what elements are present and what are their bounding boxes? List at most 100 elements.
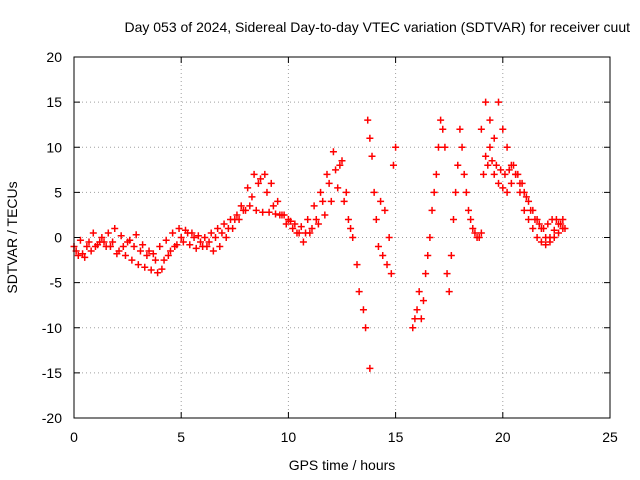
data-point xyxy=(366,364,374,372)
data-point xyxy=(503,188,511,196)
data-point xyxy=(540,224,548,232)
data-point xyxy=(147,266,155,274)
data-point xyxy=(443,270,451,278)
data-point xyxy=(490,170,498,178)
data-point xyxy=(486,143,494,151)
data-point xyxy=(522,193,530,201)
data-point xyxy=(134,261,142,269)
data-point xyxy=(132,231,140,239)
data-point xyxy=(179,238,187,246)
x-tick-label: 25 xyxy=(602,429,618,445)
data-point xyxy=(492,161,500,169)
data-point xyxy=(529,224,537,232)
data-point xyxy=(136,247,144,255)
data-point xyxy=(81,253,89,261)
data-point xyxy=(430,188,438,196)
data-point xyxy=(445,288,453,296)
data-point xyxy=(74,252,82,260)
data-point xyxy=(368,152,376,160)
data-point xyxy=(510,161,518,169)
data-point xyxy=(250,170,258,178)
data-point xyxy=(220,220,228,228)
data-point xyxy=(184,229,192,237)
data-point xyxy=(94,241,102,249)
data-point xyxy=(409,324,417,332)
data-point xyxy=(117,232,125,240)
data-point xyxy=(488,157,496,165)
data-point xyxy=(518,179,526,187)
data-point xyxy=(349,234,357,241)
data-point xyxy=(227,215,235,223)
data-point xyxy=(447,252,455,260)
data-point xyxy=(422,270,430,278)
data-point xyxy=(342,188,350,196)
data-point xyxy=(109,238,117,246)
data-point xyxy=(467,215,475,223)
data-point xyxy=(432,170,440,178)
data-point xyxy=(417,315,425,323)
data-point xyxy=(177,234,185,241)
grid-layer xyxy=(74,57,610,418)
x-axis-title: GPS time / hours xyxy=(289,457,396,473)
data-point xyxy=(111,224,119,232)
data-point xyxy=(89,229,97,237)
x-tick-label: 5 xyxy=(177,429,185,445)
data-point xyxy=(374,243,382,251)
data-point xyxy=(499,125,507,133)
data-point xyxy=(370,188,378,196)
data-point xyxy=(531,215,539,223)
data-point xyxy=(160,256,168,264)
data-point xyxy=(321,211,329,219)
data-point xyxy=(501,170,509,178)
data-point xyxy=(516,188,524,196)
data-point xyxy=(143,252,151,260)
data-point xyxy=(175,224,183,232)
data-point xyxy=(216,243,224,251)
data-point xyxy=(310,202,318,210)
data-point xyxy=(207,229,215,237)
data-point xyxy=(201,234,209,241)
data-point xyxy=(434,143,442,151)
data-point xyxy=(106,243,114,251)
data-point xyxy=(372,215,380,223)
data-point xyxy=(289,224,297,232)
data-point xyxy=(505,166,513,174)
data-point xyxy=(252,206,260,214)
data-point xyxy=(126,236,134,244)
data-point xyxy=(196,238,204,246)
data-point xyxy=(542,241,550,249)
data-point xyxy=(477,125,485,133)
data-point xyxy=(555,220,563,228)
data-point xyxy=(353,261,361,269)
data-point xyxy=(166,247,174,255)
data-point xyxy=(248,193,256,201)
data-point xyxy=(413,306,421,314)
data-point xyxy=(139,241,147,249)
data-point xyxy=(486,116,494,124)
data-point xyxy=(212,234,220,241)
data-point xyxy=(246,202,254,210)
data-point xyxy=(462,188,470,196)
data-point xyxy=(121,252,129,260)
data-point xyxy=(484,161,492,169)
data-point xyxy=(344,215,352,223)
data-point xyxy=(263,188,271,196)
data-point xyxy=(527,206,535,214)
data-point xyxy=(366,134,374,142)
data-point xyxy=(254,179,262,187)
data-point xyxy=(186,241,194,249)
data-point xyxy=(244,184,252,192)
data-point xyxy=(98,234,106,241)
data-point xyxy=(495,179,503,187)
data-point xyxy=(555,229,563,237)
data-point xyxy=(441,143,449,151)
data-point xyxy=(512,170,520,178)
data-point xyxy=(257,175,265,183)
data-point xyxy=(471,229,479,237)
y-tick-label: 10 xyxy=(46,139,62,155)
data-point xyxy=(329,148,337,156)
data-point xyxy=(426,234,434,241)
data-point xyxy=(156,243,164,251)
data-point xyxy=(233,211,241,219)
